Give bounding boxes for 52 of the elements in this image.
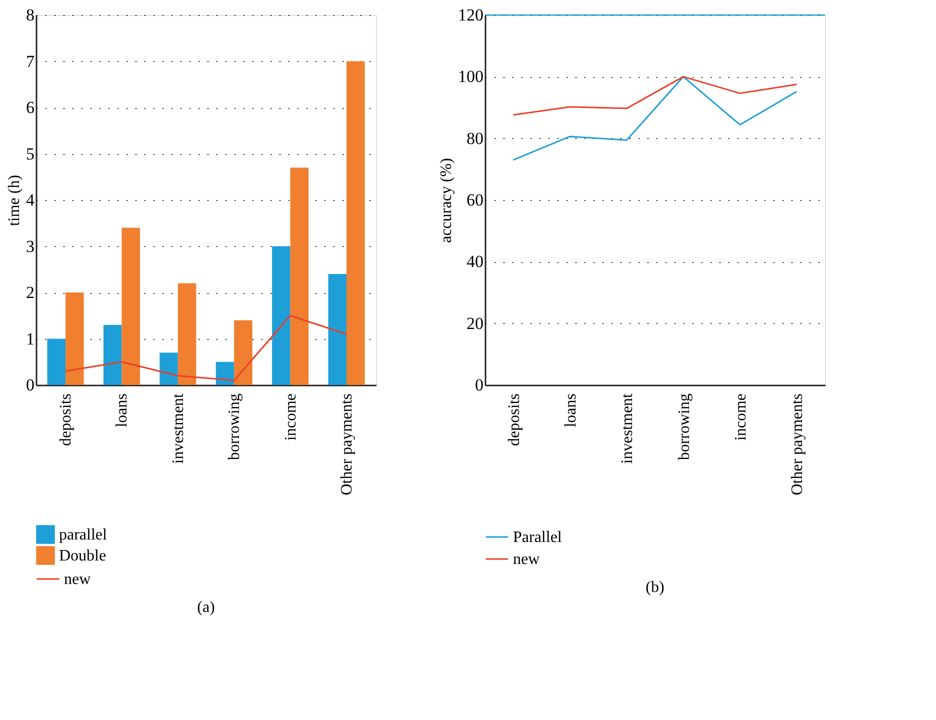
y-axis-title: accuracy (%)	[438, 158, 455, 243]
y-tick-label: 20	[466, 314, 484, 333]
x-tick-label: deposits	[506, 394, 523, 446]
bar	[47, 338, 66, 385]
y-axis-title: time (h)	[6, 174, 23, 226]
bar	[216, 362, 234, 385]
legend-label: Double	[59, 548, 106, 564]
bar	[122, 228, 140, 385]
bar	[103, 324, 122, 385]
y-tick-label: 8	[26, 6, 34, 24]
line-series	[512, 76, 798, 116]
x-tick-label: loans	[114, 394, 131, 428]
bar	[66, 292, 84, 385]
y-tick-label: 40	[466, 252, 484, 272]
bar	[290, 168, 309, 385]
y-tick-label: 4	[26, 190, 35, 210]
y-tick-label: 5	[26, 144, 34, 164]
bar	[178, 283, 196, 385]
x-tick-label: investment	[170, 392, 187, 464]
line-series	[64, 314, 348, 382]
legend-label: parallel	[59, 526, 108, 544]
bar	[234, 320, 252, 385]
legend-label: new	[513, 551, 540, 568]
y-tick-label: 0	[475, 376, 484, 394]
x-tick-label: investment	[619, 392, 636, 464]
bar	[328, 274, 346, 385]
bar	[160, 352, 178, 385]
x-tick-label: borrowing	[676, 394, 693, 460]
y-tick-label: 1	[26, 329, 34, 348]
bar	[346, 61, 365, 385]
y-tick-label: 3	[26, 236, 34, 256]
x-tick-label: Other payments	[338, 394, 356, 496]
x-tick-label: income	[282, 394, 300, 441]
x-tick-label: deposits	[58, 394, 75, 446]
bar	[272, 246, 290, 385]
y-tick-label: 80	[466, 128, 484, 148]
y-tick-label: 2	[26, 283, 34, 302]
y-tick-label: 6	[26, 98, 34, 117]
text: (a)	[197, 599, 215, 616]
y-tick-label: 120	[458, 6, 484, 24]
x-tick-label: loans	[562, 394, 580, 428]
x-tick-label: borrowing	[226, 394, 244, 460]
y-tick-label: 60	[466, 190, 484, 210]
legend-label: new	[64, 571, 92, 588]
y-tick-label: 7	[26, 52, 35, 71]
y-tick-label: 100	[458, 67, 484, 86]
y-tick-label: 0	[26, 376, 34, 394]
x-tick-label: Other payments	[789, 394, 806, 496]
line-series	[512, 76, 798, 161]
x-tick-label: income	[732, 394, 750, 441]
legend-label: Parallel	[513, 529, 562, 546]
text: (b)	[646, 579, 664, 596]
